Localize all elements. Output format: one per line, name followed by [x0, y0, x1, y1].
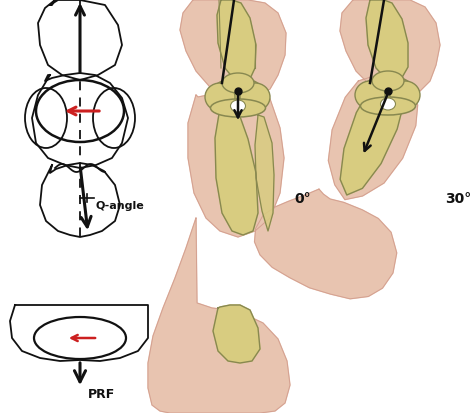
- Text: Q-angle: Q-angle: [96, 201, 145, 211]
- Text: PRF: PRF: [88, 389, 115, 401]
- Ellipse shape: [362, 76, 414, 106]
- Ellipse shape: [210, 99, 265, 117]
- Polygon shape: [148, 218, 290, 413]
- Polygon shape: [340, 0, 440, 95]
- Polygon shape: [40, 163, 120, 237]
- Polygon shape: [32, 73, 128, 168]
- Polygon shape: [255, 115, 274, 231]
- Text: 30°: 30°: [445, 192, 471, 206]
- Polygon shape: [38, 0, 122, 80]
- Polygon shape: [340, 82, 405, 195]
- Polygon shape: [328, 76, 418, 199]
- Polygon shape: [366, 0, 408, 81]
- Ellipse shape: [361, 97, 416, 115]
- Ellipse shape: [390, 81, 420, 109]
- Polygon shape: [213, 305, 260, 363]
- Polygon shape: [255, 189, 397, 299]
- Ellipse shape: [212, 78, 264, 108]
- Ellipse shape: [230, 100, 246, 112]
- Polygon shape: [217, 0, 256, 83]
- Ellipse shape: [222, 73, 254, 93]
- Polygon shape: [10, 305, 148, 361]
- Polygon shape: [188, 89, 284, 237]
- Polygon shape: [180, 0, 286, 97]
- Text: 0°: 0°: [294, 192, 310, 206]
- Ellipse shape: [205, 83, 235, 111]
- Ellipse shape: [372, 71, 404, 91]
- Ellipse shape: [381, 98, 395, 110]
- Ellipse shape: [240, 83, 270, 111]
- Ellipse shape: [355, 81, 385, 109]
- Polygon shape: [215, 107, 258, 235]
